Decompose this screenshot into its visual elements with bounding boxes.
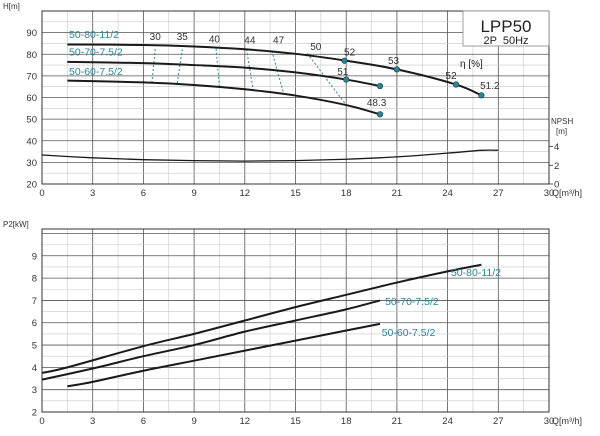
operating-point <box>341 57 348 64</box>
power-chart: 0 3 6 9 12 15 18 21 24 27 30 2 3 4 5 6 7 8 9 P2[kW] Q[m³/h] 5… <box>3 220 582 427</box>
series-label: 50-70-7.5/2 <box>385 296 439 308</box>
x-tick-label: 30 <box>544 188 555 199</box>
x-tick-label: 27 <box>493 416 504 427</box>
x-tick-label: 24 <box>442 188 453 199</box>
x-tick-label: 24 <box>442 416 453 427</box>
x-tick-label: 18 <box>341 416 352 427</box>
y-tick-label: 20 <box>26 180 37 191</box>
x-tick-label: 21 <box>392 416 403 427</box>
x-tick-label: 9 <box>191 416 196 427</box>
y-tick-label: 40 <box>26 136 37 147</box>
efficiency-label: 48.3 <box>367 98 387 109</box>
x-axis-label: Q[m³/h] <box>552 188 582 198</box>
efficiency-label: 51 <box>337 67 349 78</box>
x-tick-label: 0 <box>39 416 44 427</box>
x-tick-label: 9 <box>191 188 196 199</box>
x-tick-label: 3 <box>90 188 95 199</box>
curve-50-60-7.5/2 <box>67 322 381 388</box>
x-tick-label: 6 <box>141 416 146 427</box>
y-tick-label: 7 <box>32 296 37 307</box>
iso-efficiency-line-44 <box>245 49 254 91</box>
efficiency-label: 40 <box>209 34 221 45</box>
title-box: LPP50 2P 50Hz <box>462 10 550 47</box>
curve-50-70-7.5/2 <box>41 299 381 381</box>
plot-frame <box>41 228 550 413</box>
y-tick-label: 8 <box>32 274 37 285</box>
curve-50-80-11/2 <box>67 43 482 97</box>
x-tick-label: 6 <box>141 188 146 199</box>
efficiency-label: 50 <box>310 42 322 53</box>
y-tick-label: 30 <box>26 158 37 169</box>
efficiency-label: 44 <box>244 35 256 46</box>
efficiency-label: 47 <box>273 35 285 46</box>
iso-efficiency-line-47 <box>271 50 285 94</box>
x-tick-label: 30 <box>544 416 555 427</box>
operating-point <box>376 82 384 90</box>
y-tick-label: 90 <box>26 28 37 39</box>
efficiency-label: 51.2 <box>480 81 500 92</box>
efficiency-axis-label: η [%] <box>460 59 483 70</box>
x-tick-label: 0 <box>39 188 44 199</box>
operating-point <box>393 66 401 73</box>
x-tick-label: 3 <box>90 416 95 427</box>
iso-efficiency-line-30 <box>151 49 156 83</box>
x-tick-label: 12 <box>240 188 251 199</box>
series-label: 50-60-7.5/2 <box>382 327 436 339</box>
x-tick-label: 27 <box>493 188 504 199</box>
y-tick-label: 80 <box>26 50 37 61</box>
series-label: 50-70-7.5/2 <box>69 46 123 58</box>
y2-axis-label-unit: [m] <box>556 127 567 136</box>
series-label: 50-80-11/2 <box>451 267 501 279</box>
efficiency-label: 35 <box>177 32 189 43</box>
x-tick-label: 15 <box>290 416 301 427</box>
operating-point <box>452 81 460 88</box>
efficiency-label: 30 <box>150 32 162 43</box>
y-tick-label: 9 <box>32 251 37 262</box>
y-tick-label: 2 <box>32 408 37 419</box>
x-tick-label: 21 <box>392 188 403 199</box>
y-tick-label: 6 <box>32 318 37 329</box>
x-tick-label: 12 <box>240 416 251 427</box>
y-tick-label: 4 <box>32 363 37 374</box>
y2-tick-label: 0 <box>554 180 559 191</box>
curve-NPSH <box>41 149 499 162</box>
y-axis-label: H[m] <box>3 2 20 11</box>
y2-tick-label: 2 <box>554 161 559 172</box>
iso-efficiency-line-50 <box>306 53 347 106</box>
y-tick-label: 50 <box>26 115 37 126</box>
y-tick-label: 70 <box>26 71 37 82</box>
y-tick-label: 5 <box>32 341 37 352</box>
operating-point <box>343 76 350 83</box>
x-tick-label: 15 <box>290 188 301 199</box>
y-tick-label: 60 <box>26 93 37 104</box>
series-label: 50-60-7.5/2 <box>69 66 123 78</box>
plot-frame <box>41 10 550 185</box>
operating-point <box>478 92 485 99</box>
x-tick-label: 18 <box>341 188 352 199</box>
y-axis-label: P2[kW] <box>3 220 29 229</box>
x-axis-label: Q[m³/h] <box>552 416 582 426</box>
efficiency-label: 52 <box>445 71 457 82</box>
y2-axis-label: NPSH <box>551 117 573 126</box>
efficiency-label: 53 <box>388 56 400 67</box>
efficiency-label: 52 <box>344 47 356 58</box>
curve-50-60-7.5/2 <box>67 79 381 116</box>
operating-point <box>376 111 384 118</box>
chart-subtitle: 2P 50Hz <box>483 35 528 47</box>
curve-50-80-11/2 <box>41 263 482 374</box>
chart-title: LPP50 <box>480 17 531 36</box>
iso-efficiency-line-35 <box>176 49 183 84</box>
y2-tick-label: 4 <box>554 142 559 153</box>
y-tick-label: 3 <box>32 385 37 396</box>
series-label: 50-80-11/2 <box>69 29 119 41</box>
